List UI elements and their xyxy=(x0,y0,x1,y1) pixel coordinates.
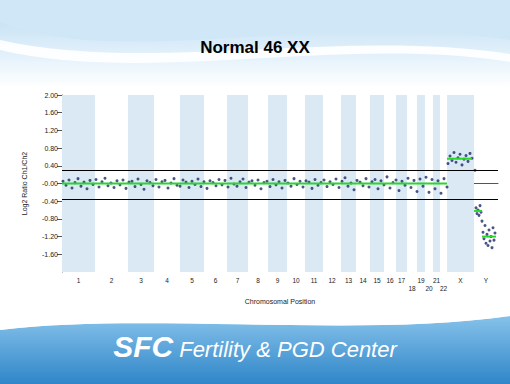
svg-text:17: 17 xyxy=(398,277,406,284)
svg-text:19: 19 xyxy=(417,277,425,284)
svg-text:22: 22 xyxy=(440,285,448,292)
svg-text:13: 13 xyxy=(345,277,353,284)
svg-text:-0.40: -0.40 xyxy=(42,198,58,205)
svg-text:X: X xyxy=(458,277,463,284)
svg-text:18: 18 xyxy=(408,285,416,292)
html-text:SFC Fertility & PGD Center: SFC Fertility & PGD Center xyxy=(113,330,397,363)
svg-text:Log2 Ratio Ch1/Ch2: Log2 Ratio Ch1/Ch2 xyxy=(21,152,29,216)
svg-text:10: 10 xyxy=(292,277,300,284)
html-text:Normal 46 XX: Normal 46 XX xyxy=(200,38,310,57)
svg-text:-0.80: -0.80 xyxy=(42,215,58,222)
svg-text:-1.20: -1.20 xyxy=(42,233,58,240)
svg-text:1: 1 xyxy=(77,277,81,284)
svg-text:-0.00: -0.00 xyxy=(42,180,58,187)
svg-text:1.60: 1.60 xyxy=(44,109,58,116)
svg-text:21: 21 xyxy=(433,277,441,284)
svg-text:6: 6 xyxy=(214,277,218,284)
svg-text:9: 9 xyxy=(276,277,280,284)
svg-text:5: 5 xyxy=(190,277,194,284)
svg-text:14: 14 xyxy=(359,277,367,284)
svg-text:2.00: 2.00 xyxy=(44,92,58,99)
svg-text:20: 20 xyxy=(425,285,433,292)
svg-text:-1.60: -1.60 xyxy=(42,251,58,258)
svg-text:2: 2 xyxy=(110,277,114,284)
svg-text:15: 15 xyxy=(373,277,381,284)
svg-text:11: 11 xyxy=(311,277,318,284)
svg-text:Y: Y xyxy=(484,277,489,284)
svg-text:12: 12 xyxy=(328,277,336,284)
svg-text:1.20: 1.20 xyxy=(44,127,58,134)
svg-text:0.40: 0.40 xyxy=(44,162,58,169)
svg-text:Chromosomal Position: Chromosomal Position xyxy=(245,298,316,305)
svg-text:7: 7 xyxy=(236,277,240,284)
svg-text:8: 8 xyxy=(256,277,260,284)
svg-text:0.80: 0.80 xyxy=(44,145,58,152)
svg-text:16: 16 xyxy=(386,277,394,284)
svg-text:4: 4 xyxy=(165,277,169,284)
svg-text:3: 3 xyxy=(139,277,143,284)
